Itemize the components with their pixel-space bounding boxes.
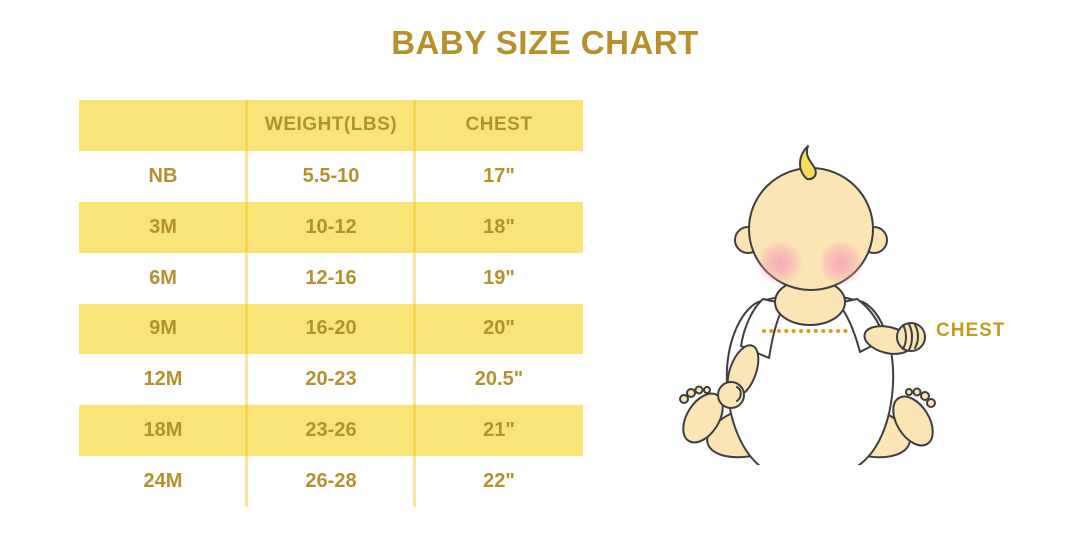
size-table: WEIGHT(LBS) CHEST NB 5.5-10 17" 3M 10-12… [79, 100, 583, 507]
table-row-18m: 18M 23-26 21" [79, 405, 583, 457]
table-header-row: WEIGHT(LBS) CHEST [79, 100, 583, 151]
page-title: BABY SIZE CHART [391, 24, 699, 61]
chest-label: CHEST [936, 320, 1006, 341]
size-cell: NB [148, 164, 178, 187]
size-cell: 3M [149, 215, 177, 238]
chest-cell: 19" [483, 266, 515, 289]
chest-cell: 20" [483, 317, 515, 340]
table-row-9m: 9M 16-20 20" [79, 303, 583, 355]
size-cell: 12M [143, 368, 183, 391]
chest-cell: 21" [483, 419, 515, 442]
column-divider-2 [413, 100, 416, 507]
table-row-12m: 12M 20-23 20.5" [79, 354, 583, 405]
chest-cell: 20.5" [474, 368, 524, 391]
weight-cell: 26-28 [305, 470, 357, 493]
size-cell: 9M [149, 317, 177, 340]
column-divider-1 [245, 100, 248, 507]
chest-cell: 18" [483, 215, 515, 238]
weight-cell: 5.5-10 [302, 164, 360, 187]
baby-head [734, 167, 888, 291]
baby-cheek-left [757, 240, 803, 286]
table-row-24m: 24M 26-28 22" [79, 456, 583, 507]
size-cell: 24M [143, 470, 183, 493]
baby-hair-curl [799, 145, 817, 181]
chest-cell: 22" [483, 470, 515, 493]
baby-illustration [679, 145, 936, 465]
table-row-nb: NB 5.5-10 17" [79, 151, 583, 202]
table-row-6m: 6M 12-16 19" [79, 253, 583, 304]
table-row-3m: 3M 10-12 18" [79, 201, 583, 253]
baby-cheek-right [818, 240, 864, 286]
chest-cell: 17" [483, 164, 515, 187]
weight-cell: 10-12 [305, 215, 357, 238]
weight-cell: 16-20 [305, 317, 357, 340]
weight-cell: 23-26 [305, 419, 357, 442]
header-cell-size [79, 100, 247, 151]
header-cell-weight: WEIGHT(LBS) [264, 114, 398, 136]
weight-cell: 20-23 [305, 368, 357, 391]
weight-cell: 12-16 [305, 266, 357, 289]
size-cell: 6M [149, 266, 177, 289]
header-cell-chest: CHEST [465, 114, 533, 136]
baby-arms [717, 322, 926, 409]
size-cell: 18M [143, 419, 183, 442]
